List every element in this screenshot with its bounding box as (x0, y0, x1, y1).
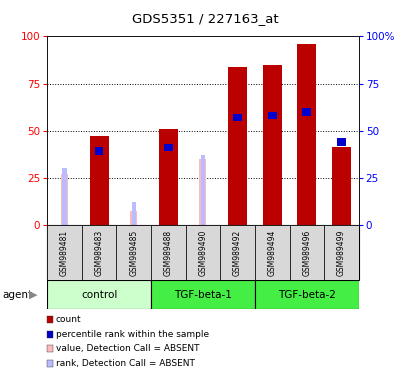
Bar (297, 44, 316, 225)
Text: GSM989490: GSM989490 (198, 229, 207, 276)
Bar (94, 147, 103, 155)
Text: agent: agent (2, 290, 32, 300)
Text: GSM989481: GSM989481 (60, 229, 69, 276)
Bar (151, 225, 185, 280)
Bar (130, 212, 137, 225)
Text: GSM989483: GSM989483 (94, 229, 103, 276)
Bar (267, 112, 276, 119)
Bar (289, 225, 324, 280)
Bar (116, 225, 151, 280)
Bar (324, 225, 358, 280)
Bar (131, 202, 135, 225)
Bar (62, 168, 66, 225)
Bar (220, 225, 254, 280)
Bar (89, 136, 108, 225)
Text: GSM989496: GSM989496 (301, 229, 310, 276)
Text: GSM989492: GSM989492 (232, 229, 241, 276)
Bar (151, 280, 254, 309)
Text: count: count (56, 315, 81, 324)
Bar (262, 65, 281, 225)
Text: GDS5351 / 227163_at: GDS5351 / 227163_at (131, 12, 278, 25)
Bar (164, 144, 172, 151)
Bar (200, 155, 204, 225)
Bar (254, 280, 358, 309)
Text: GSM989488: GSM989488 (164, 229, 173, 276)
Bar (254, 225, 289, 280)
Bar (47, 280, 151, 309)
Text: TGF-beta-2: TGF-beta-2 (277, 290, 335, 300)
Bar (158, 129, 178, 225)
Bar (81, 225, 116, 280)
Text: rank, Detection Call = ABSENT: rank, Detection Call = ABSENT (56, 359, 194, 368)
Bar (185, 225, 220, 280)
Text: GSM989499: GSM989499 (336, 229, 345, 276)
Bar (331, 147, 350, 225)
Bar (336, 138, 345, 146)
Text: percentile rank within the sample: percentile rank within the sample (56, 329, 209, 339)
Bar (302, 108, 310, 116)
Text: GSM989494: GSM989494 (267, 229, 276, 276)
Bar (227, 66, 247, 225)
Text: ▶: ▶ (29, 290, 38, 300)
Text: value, Detection Call = ABSENT: value, Detection Call = ABSENT (56, 344, 199, 353)
Text: control: control (81, 290, 117, 300)
Bar (47, 225, 81, 280)
Text: TGF-beta-1: TGF-beta-1 (173, 290, 231, 300)
Bar (233, 114, 241, 121)
Bar (199, 159, 206, 225)
Bar (61, 174, 68, 225)
Text: GSM989485: GSM989485 (129, 229, 138, 276)
